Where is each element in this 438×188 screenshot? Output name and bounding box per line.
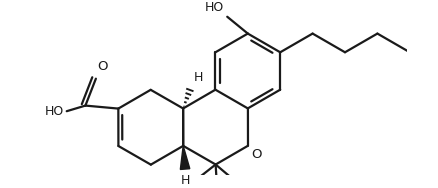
- Text: HO: HO: [205, 1, 224, 14]
- Text: H: H: [180, 174, 190, 187]
- Text: HO: HO: [45, 105, 64, 118]
- Text: H: H: [194, 71, 203, 84]
- Text: O: O: [251, 148, 262, 161]
- Text: O: O: [98, 61, 108, 74]
- Polygon shape: [180, 146, 190, 169]
